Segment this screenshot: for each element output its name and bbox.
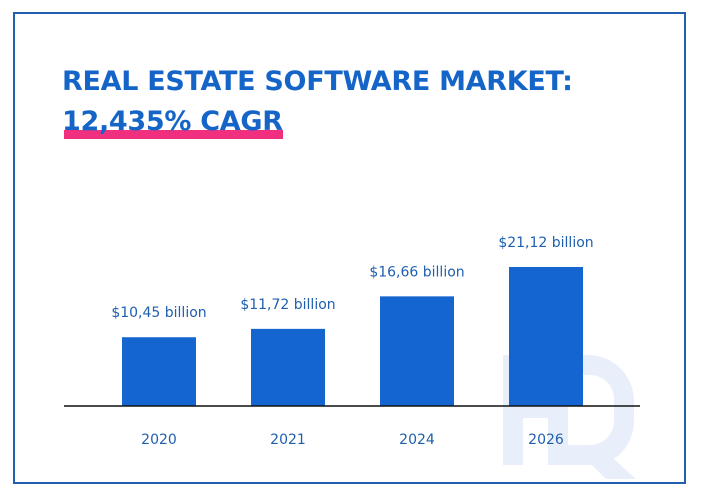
data-label-2021: $11,72 billion <box>240 297 335 313</box>
bar-2024 <box>380 296 454 406</box>
highlight-underline <box>64 130 283 140</box>
title-line-1: REAL ESTATE SOFTWARE MARKET: <box>62 66 573 97</box>
title-line-2: 12,435% CAGR <box>62 102 283 142</box>
x-tick-label-2020: 2020 <box>141 432 177 448</box>
bar-2020 <box>122 337 196 406</box>
x-tick-label-2021: 2021 <box>270 432 306 448</box>
cagr-subtitle: 12,435% CAGR <box>62 106 283 137</box>
bar-2026 <box>509 267 583 406</box>
chart-title: REAL ESTATE SOFTWARE MARKET: 12,435% CAG… <box>62 62 573 142</box>
x-tick-label-2026: 2026 <box>528 432 564 448</box>
x-tick-label-2024: 2024 <box>399 432 435 448</box>
bar-2021 <box>251 328 325 406</box>
data-label-2026: $21,12 billion <box>498 235 593 251</box>
chart-frame <box>13 12 686 484</box>
data-label-2020: $10,45 billion <box>111 305 206 321</box>
data-label-2024: $16,66 billion <box>369 264 464 280</box>
